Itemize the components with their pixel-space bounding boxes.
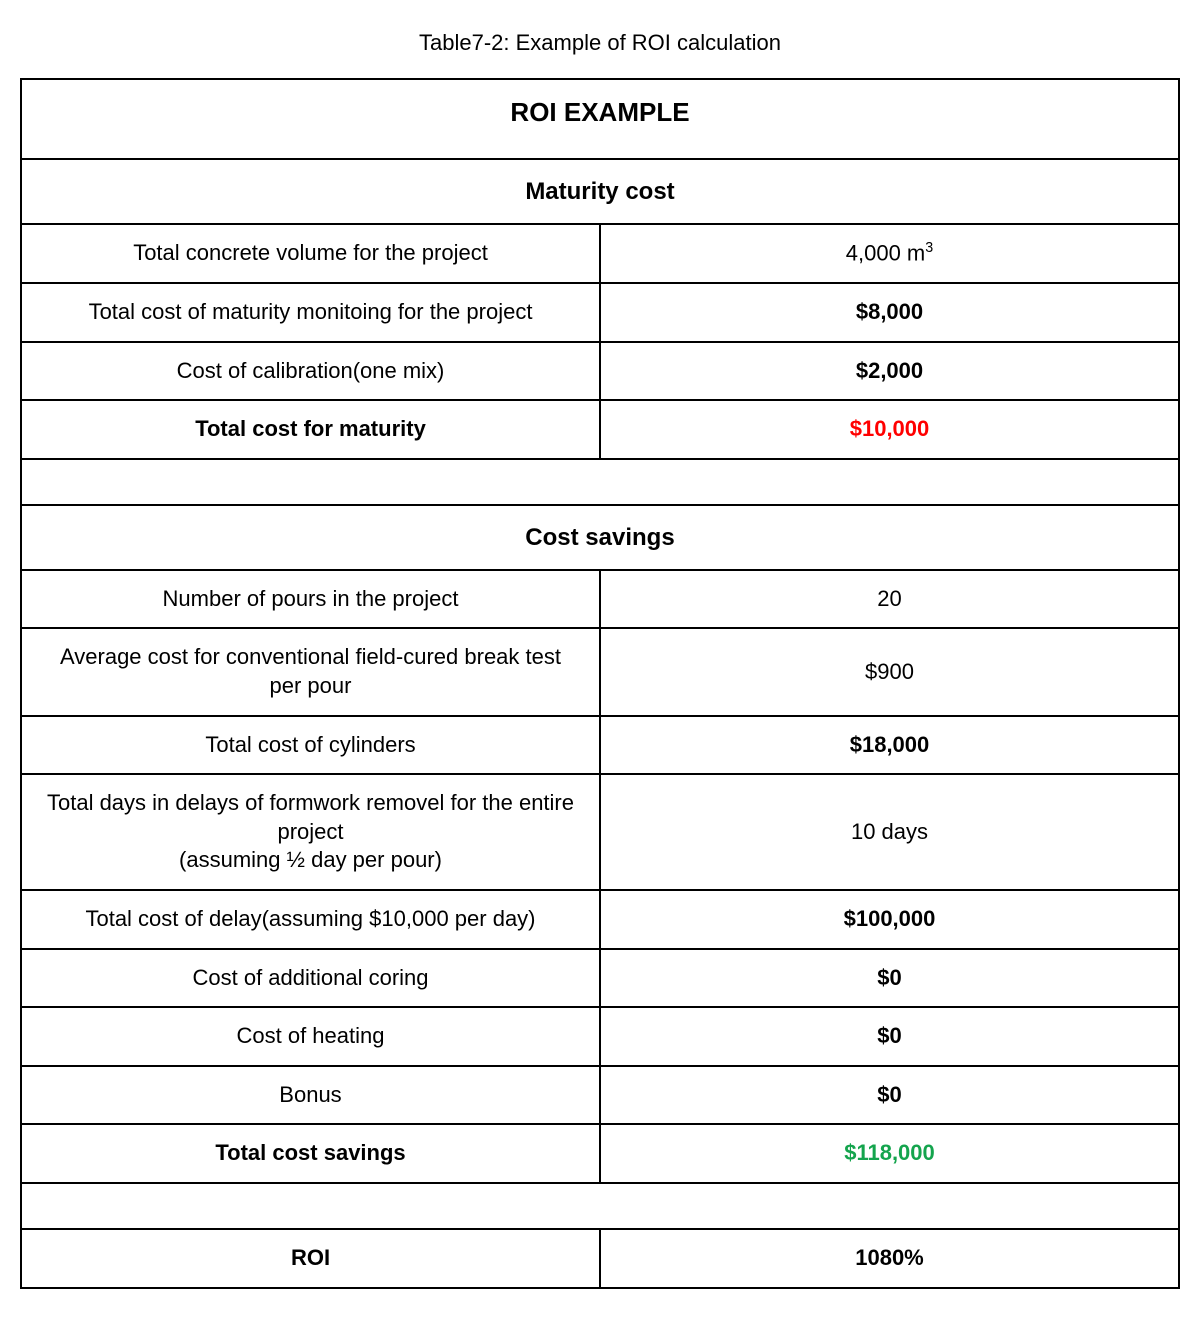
savings-value: 20 xyxy=(600,570,1179,629)
savings-row: Total days in delays of formwork removel… xyxy=(21,774,1179,890)
savings-row: Total cost of delay(assuming $10,000 per… xyxy=(21,890,1179,949)
roi-row: ROI 1080% xyxy=(21,1229,1179,1288)
roi-value: 1080% xyxy=(600,1229,1179,1288)
savings-value: $900 xyxy=(600,628,1179,715)
title-cell: ROI EXAMPLE xyxy=(21,79,1179,159)
savings-label: Average cost for conventional field-cure… xyxy=(21,628,600,715)
savings-label: Number of pours in the project xyxy=(21,570,600,629)
maturity-label: Total concrete volume for the project xyxy=(21,224,600,283)
maturity-label: Total cost of maturity monitoing for the… xyxy=(21,283,600,342)
savings-label: Total cost savings xyxy=(21,1124,600,1183)
section-savings-heading: Cost savings xyxy=(21,505,1179,570)
savings-row: Total cost of cylinders$18,000 xyxy=(21,716,1179,775)
savings-value: 10 days xyxy=(600,774,1179,890)
page: Table7-2: Example of ROI calculation ROI… xyxy=(0,0,1200,1329)
maturity-row: Total cost for maturity$10,000 xyxy=(21,400,1179,459)
savings-label: Cost of heating xyxy=(21,1007,600,1066)
section-savings: Cost savings xyxy=(21,505,1179,570)
savings-row: Bonus$0 xyxy=(21,1066,1179,1125)
maturity-label: Total cost for maturity xyxy=(21,400,600,459)
maturity-value: 4,000 m3 xyxy=(600,224,1179,283)
maturity-value: $10,000 xyxy=(600,400,1179,459)
savings-value: $100,000 xyxy=(600,890,1179,949)
savings-row: Cost of heating$0 xyxy=(21,1007,1179,1066)
savings-label: Bonus xyxy=(21,1066,600,1125)
maturity-value: $2,000 xyxy=(600,342,1179,401)
maturity-row: Cost of calibration(one mix)$2,000 xyxy=(21,342,1179,401)
roi-label: ROI xyxy=(21,1229,600,1288)
section-maturity-heading: Maturity cost xyxy=(21,159,1179,224)
savings-label: Total cost of cylinders xyxy=(21,716,600,775)
spacer-cell xyxy=(21,459,1179,505)
savings-value: $0 xyxy=(600,949,1179,1008)
savings-row: Cost of additional coring$0 xyxy=(21,949,1179,1008)
table-caption: Table7-2: Example of ROI calculation xyxy=(20,30,1180,56)
savings-row: Number of pours in the project20 xyxy=(21,570,1179,629)
maturity-row: Total concrete volume for the project4,0… xyxy=(21,224,1179,283)
savings-label: Total days in delays of formwork removel… xyxy=(21,774,600,890)
title-row: ROI EXAMPLE xyxy=(21,79,1179,159)
savings-label: Cost of additional coring xyxy=(21,949,600,1008)
spacer-row-2 xyxy=(21,1183,1179,1229)
roi-table-body: ROI EXAMPLE Maturity cost Total concrete… xyxy=(21,79,1179,1288)
maturity-row: Total cost of maturity monitoing for the… xyxy=(21,283,1179,342)
savings-value: $0 xyxy=(600,1007,1179,1066)
savings-row: Average cost for conventional field-cure… xyxy=(21,628,1179,715)
maturity-label: Cost of calibration(one mix) xyxy=(21,342,600,401)
spacer-row-1 xyxy=(21,459,1179,505)
section-maturity: Maturity cost xyxy=(21,159,1179,224)
savings-row: Total cost savings$118,000 xyxy=(21,1124,1179,1183)
maturity-value: $8,000 xyxy=(600,283,1179,342)
savings-value: $0 xyxy=(600,1066,1179,1125)
spacer-cell xyxy=(21,1183,1179,1229)
savings-value: $18,000 xyxy=(600,716,1179,775)
roi-table: ROI EXAMPLE Maturity cost Total concrete… xyxy=(20,78,1180,1289)
savings-label: Total cost of delay(assuming $10,000 per… xyxy=(21,890,600,949)
savings-value: $118,000 xyxy=(600,1124,1179,1183)
